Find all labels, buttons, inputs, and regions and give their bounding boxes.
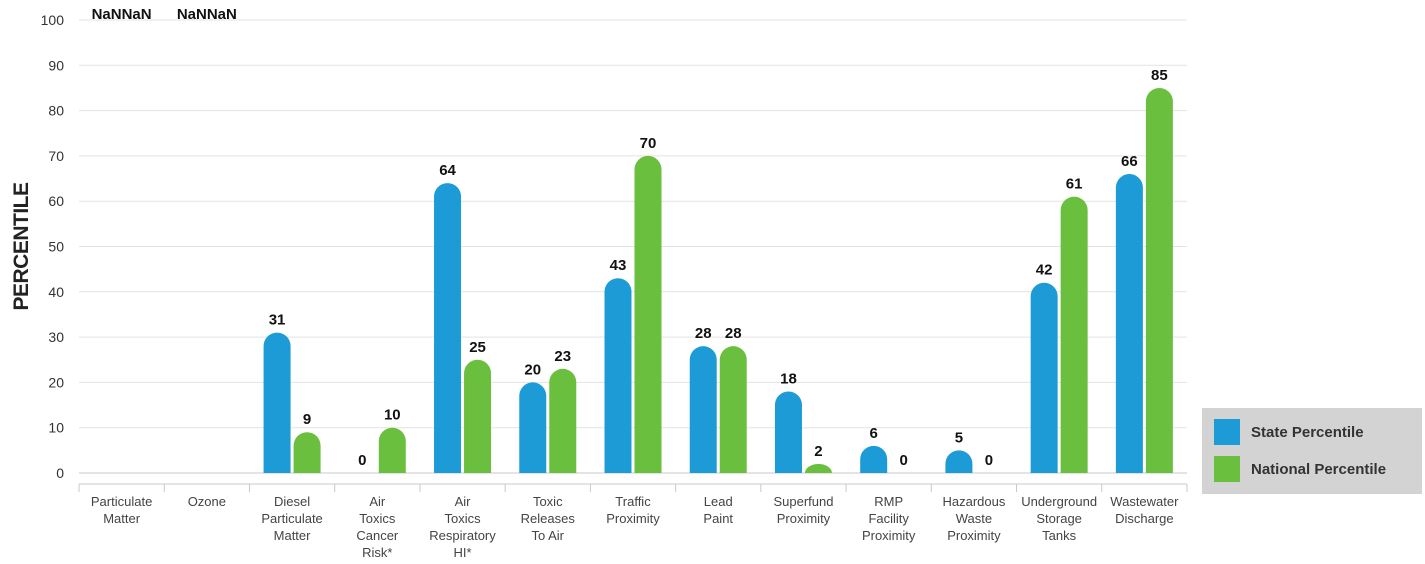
value-label-national: 28 — [725, 325, 742, 342]
legend-label-state: State Percentile — [1251, 423, 1364, 441]
value-label-state: 20 — [524, 361, 541, 378]
y-tick-label: 60 — [48, 193, 64, 209]
x-category-label: Toxic Releases To Air — [521, 494, 576, 543]
y-tick-label: 80 — [48, 103, 64, 119]
value-label-national: NaN — [122, 6, 152, 23]
legend-label-national: National Percentile — [1251, 460, 1387, 478]
y-tick-label: 20 — [48, 374, 64, 390]
legend-swatch-state — [1214, 419, 1240, 445]
bar-state — [604, 278, 632, 473]
value-label-state: 18 — [780, 370, 797, 387]
value-label-state: NaN — [177, 6, 207, 23]
bar-state — [434, 183, 462, 473]
y-tick-label: 70 — [48, 148, 64, 164]
bar-state — [860, 445, 888, 473]
bar-state — [1030, 282, 1058, 473]
bar-national — [1060, 196, 1088, 474]
value-label-state: NaN — [92, 6, 122, 23]
bar-national — [804, 463, 832, 473]
x-category-label: Particulate Matter — [91, 494, 152, 526]
bar-state — [945, 450, 973, 473]
value-label-national: 23 — [554, 348, 571, 365]
x-category-label: Air Toxics Respiratory HI* — [429, 494, 496, 560]
bar-state — [263, 332, 291, 473]
value-label-state: 5 — [955, 429, 963, 446]
value-label-national: 2 — [814, 443, 822, 460]
bar-national — [719, 346, 747, 473]
y-tick-label: 90 — [48, 57, 64, 73]
x-category-label: Air Toxics Cancer Risk* — [356, 494, 399, 560]
value-label-national: 25 — [469, 339, 486, 356]
x-category-label: Underground Storage Tanks — [1021, 494, 1097, 543]
y-tick-label: 50 — [48, 239, 64, 255]
value-label-national: 0 — [900, 452, 908, 469]
bar-national — [293, 432, 321, 473]
value-label-state: 6 — [870, 425, 878, 442]
x-category-label: Traffic Proximity — [606, 494, 660, 526]
x-category-label: Wastewater Discharge — [1110, 494, 1179, 526]
bar-state — [519, 382, 547, 473]
value-label-state: 42 — [1036, 262, 1053, 279]
value-label-national: 0 — [985, 452, 993, 469]
value-label-state: 28 — [695, 325, 712, 342]
y-tick-label: 10 — [48, 420, 64, 436]
value-label-national: 61 — [1066, 176, 1083, 193]
y-axis-label: PERCENTILE — [10, 182, 33, 311]
bar-state — [774, 391, 802, 473]
x-category-label: Hazardous Waste Proximity — [942, 494, 1005, 543]
bar-national — [634, 155, 662, 473]
value-label-state: 43 — [610, 257, 627, 274]
x-category-label: Ozone — [188, 494, 226, 509]
value-label-national: 70 — [640, 135, 657, 152]
y-tick-label: 30 — [48, 329, 64, 345]
value-label-national: 85 — [1151, 67, 1168, 84]
value-label-state: 66 — [1121, 153, 1138, 170]
legend-item-state[interactable]: State Percentile — [1214, 419, 1364, 445]
bar-national — [1145, 87, 1173, 473]
x-category-label: Superfund Proximity — [773, 494, 833, 526]
bar-state — [1115, 174, 1143, 473]
bar-chart: PERCENTILE0102030405060708090100Particul… — [10, 6, 1188, 560]
y-tick-label: 40 — [48, 284, 64, 300]
legend-item-national[interactable]: National Percentile — [1214, 456, 1386, 482]
bar-national — [464, 359, 492, 473]
bar-state — [689, 346, 717, 473]
legend: State Percentile National Percentile — [1202, 408, 1422, 494]
bar-national — [549, 368, 577, 473]
legend-swatch-national — [1214, 456, 1240, 482]
value-label-state: 0 — [358, 452, 366, 469]
value-label-national: 10 — [384, 407, 401, 424]
x-category-label: RMP Facility Proximity — [862, 494, 916, 543]
value-label-state: 31 — [269, 312, 286, 329]
value-label-national: 9 — [303, 411, 311, 428]
x-category-label: Diesel Particulate Matter — [261, 494, 322, 543]
value-label-national: NaN — [207, 6, 237, 23]
bar-national — [378, 427, 406, 473]
x-category-label: Lead Paint — [703, 494, 733, 526]
value-label-state: 64 — [439, 162, 456, 179]
y-tick-label: 100 — [41, 12, 65, 28]
y-tick-label: 0 — [56, 465, 64, 481]
